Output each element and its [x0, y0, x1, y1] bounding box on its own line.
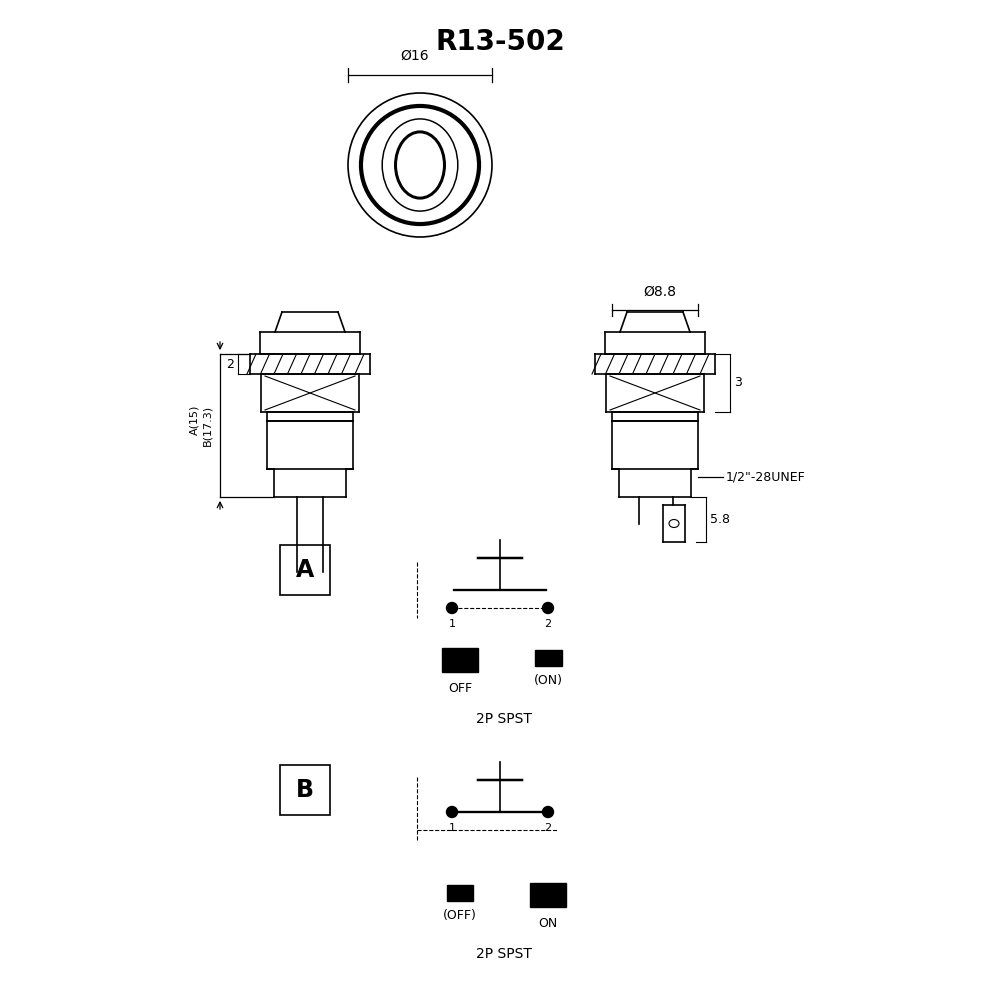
- Text: 2: 2: [544, 823, 552, 833]
- Text: 5.8: 5.8: [710, 513, 730, 526]
- Bar: [530, 883, 566, 907]
- Text: A(15)
B(17.3): A(15) B(17.3): [190, 405, 212, 446]
- Circle shape: [542, 602, 554, 614]
- Bar: [535, 650, 562, 666]
- Text: A: A: [296, 558, 314, 582]
- Circle shape: [446, 806, 458, 818]
- Text: 1/2"-28UNEF: 1/2"-28UNEF: [726, 471, 806, 484]
- Circle shape: [446, 602, 458, 614]
- Bar: [446, 885, 474, 901]
- Text: ON: ON: [538, 917, 558, 930]
- Text: R13-502: R13-502: [435, 28, 565, 56]
- Text: 2: 2: [544, 619, 552, 629]
- Circle shape: [542, 806, 554, 818]
- FancyBboxPatch shape: [280, 545, 330, 595]
- Text: Ø16: Ø16: [401, 49, 429, 63]
- Text: 3: 3: [734, 376, 742, 389]
- Text: 1: 1: [448, 619, 455, 629]
- Text: B: B: [296, 778, 314, 802]
- Bar: [442, 648, 478, 672]
- Text: Ø8.8: Ø8.8: [644, 285, 676, 299]
- FancyBboxPatch shape: [280, 765, 330, 815]
- Text: (ON): (ON): [534, 674, 562, 687]
- Text: 2: 2: [226, 358, 234, 370]
- Text: 2P SPST: 2P SPST: [476, 712, 532, 726]
- Text: (OFF): (OFF): [443, 909, 477, 922]
- Text: 2P SPST: 2P SPST: [476, 947, 532, 961]
- Text: OFF: OFF: [448, 682, 472, 695]
- Text: 1: 1: [448, 823, 455, 833]
